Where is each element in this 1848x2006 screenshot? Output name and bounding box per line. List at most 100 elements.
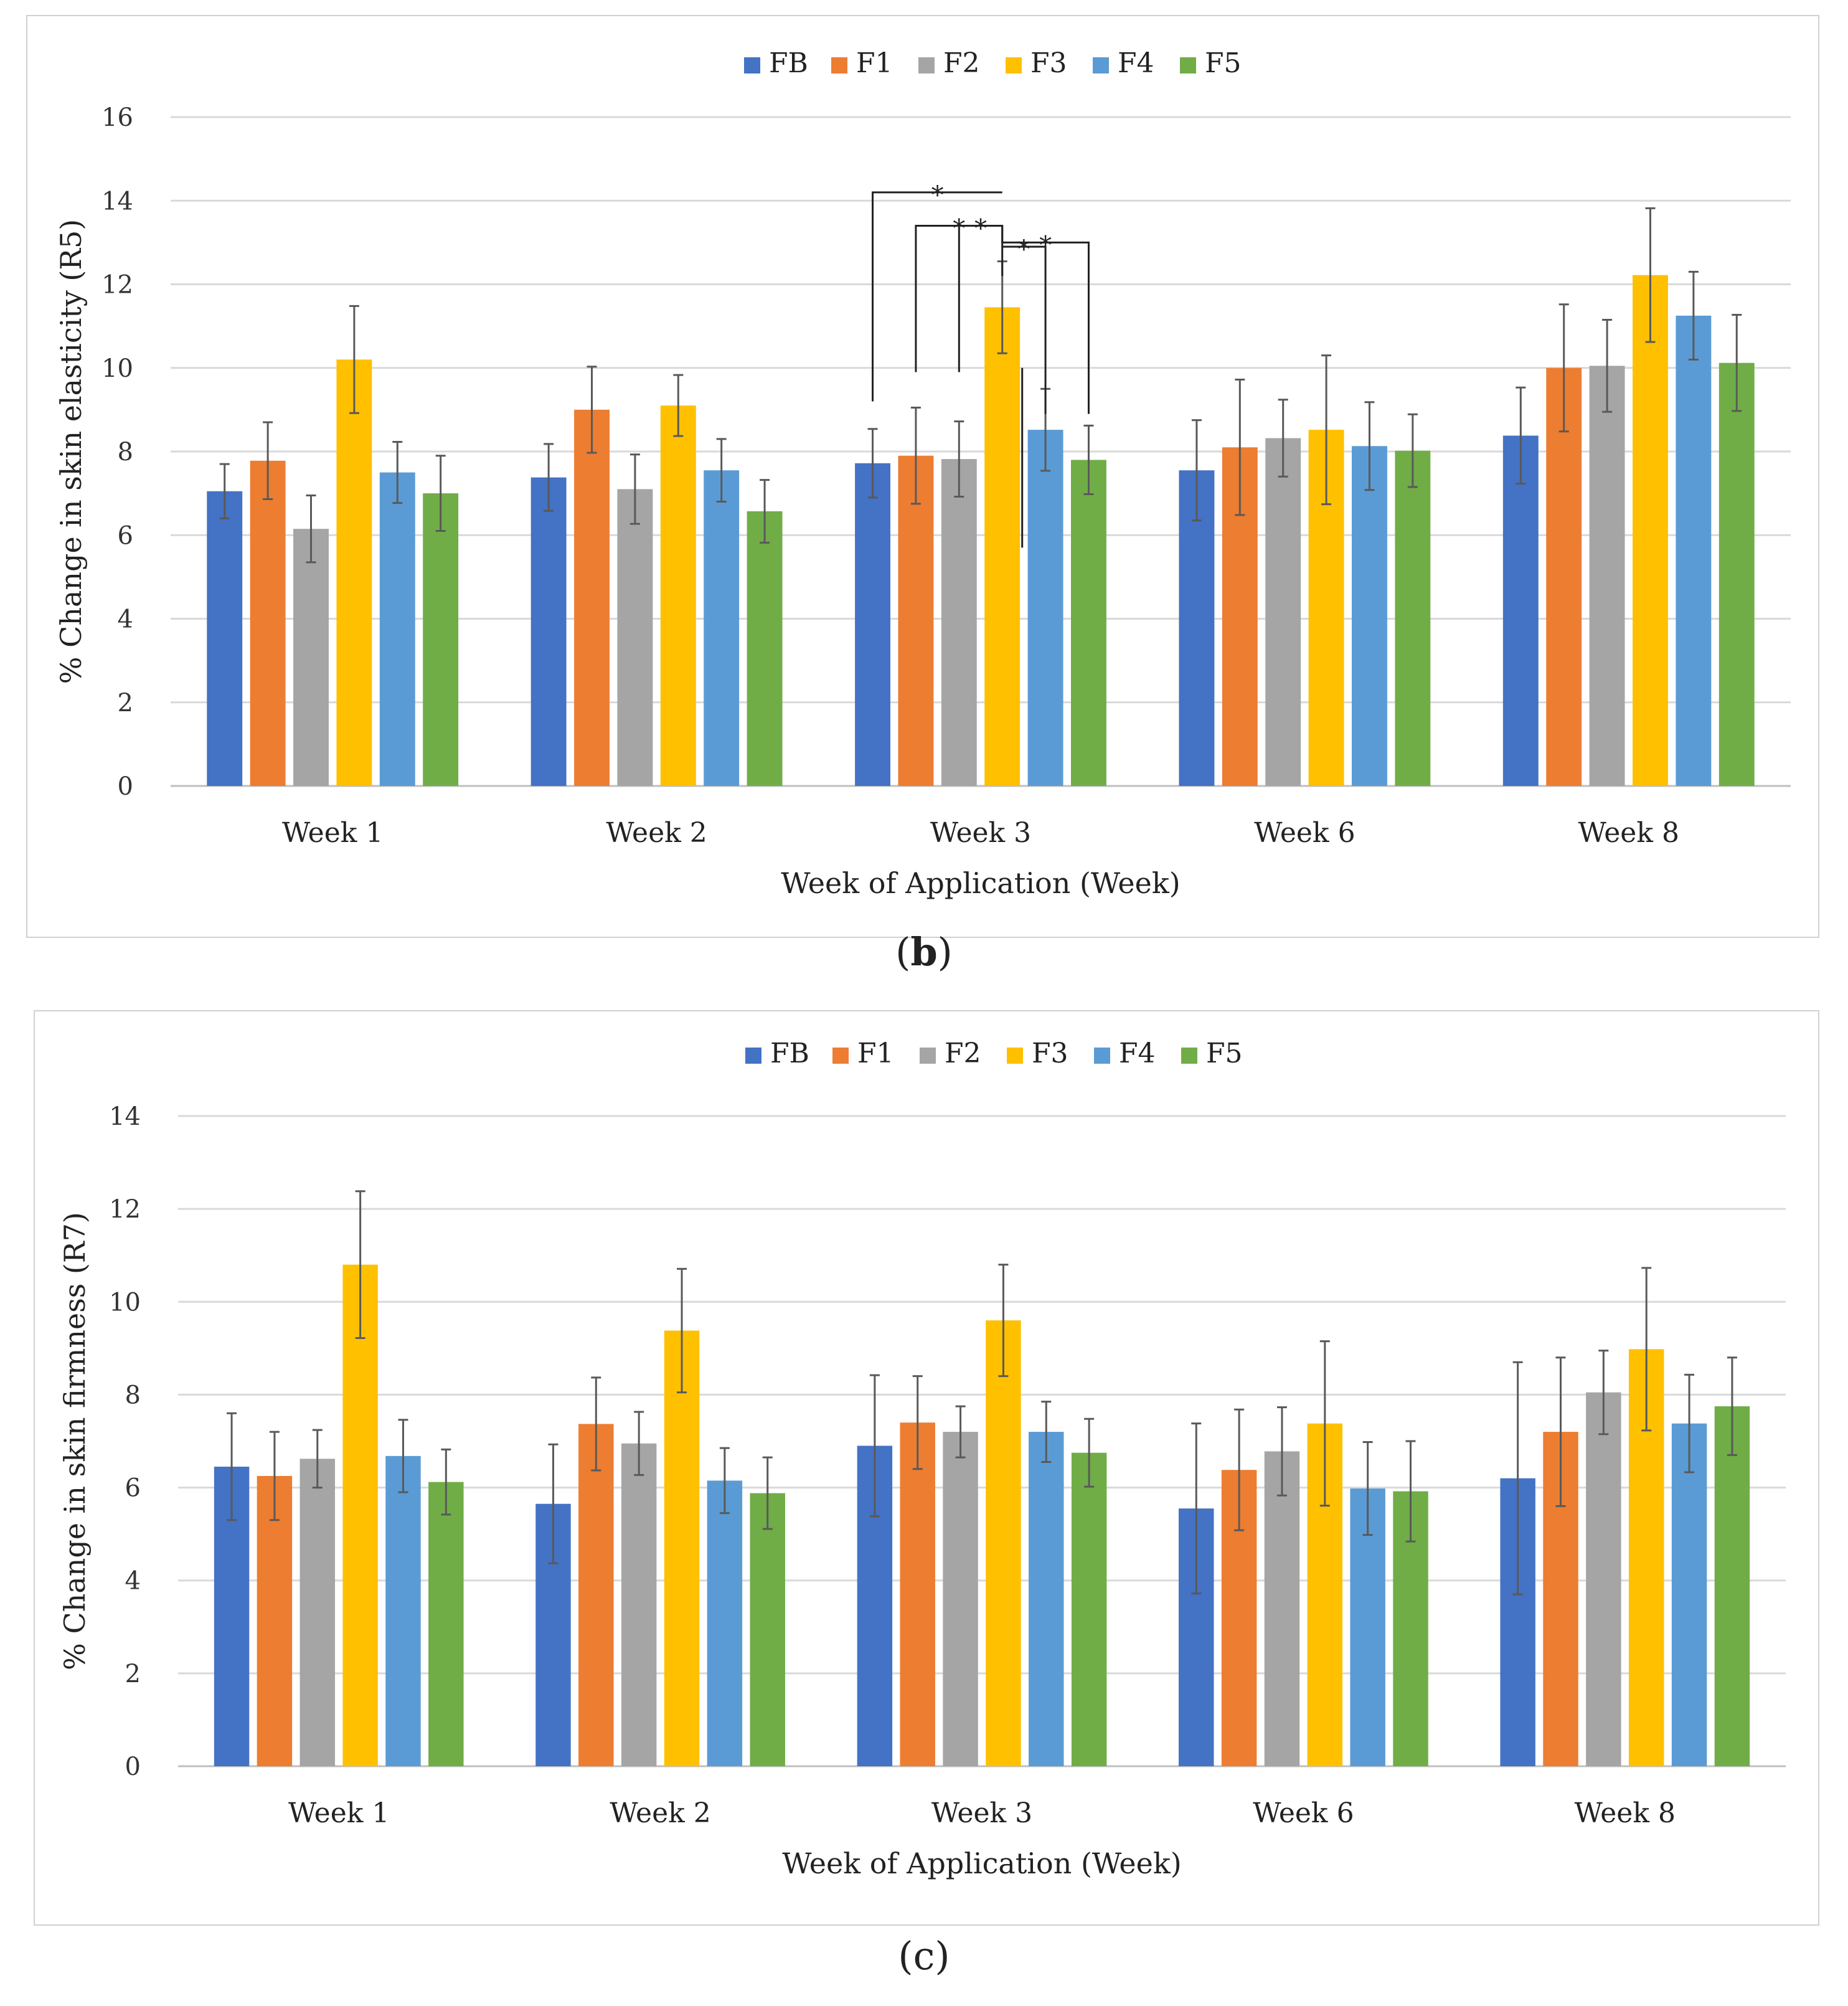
chart-c-bar-f5-week1 <box>428 1482 464 1766</box>
chart-b-ytick-label: 14 <box>101 187 133 215</box>
chart-c-legend-swatch-f1 <box>832 1048 849 1064</box>
chart-c-bar-f3-week2 <box>664 1330 700 1766</box>
chart-b-bar-fb-week1 <box>207 491 243 786</box>
chart-b-bar-f5-week8 <box>1718 362 1755 786</box>
chart-b-bar-f1-week1 <box>250 460 286 786</box>
chart-b-y-axis-title: % Change in skin elasticity (R5) <box>54 219 88 684</box>
chart-b-significance-marker: * <box>1039 231 1052 260</box>
chart-c-bar-f4-week8 <box>1671 1423 1707 1766</box>
chart-b-category-label: Week 3 <box>930 817 1031 849</box>
chart-b-bar-f1-week2 <box>574 409 610 786</box>
chart-b-significance-bracket <box>1001 245 1047 414</box>
chart-b-ytick-label: 4 <box>118 605 133 634</box>
chart-b-legend-swatch-f1 <box>831 57 847 73</box>
chart-c-bar-f2-week6 <box>1264 1451 1300 1766</box>
chart-b-ytick-label: 8 <box>118 438 133 466</box>
chart-c-bar-f5-week2 <box>750 1493 785 1766</box>
chart-panel-c: 0 2 4 6 8 10 12 14 Week 1 Week 2 Week 3 Week 6 Week … <box>34 1010 1819 1926</box>
chart-b-ytick-label: 12 <box>101 271 133 300</box>
chart-b-legend-label-f5: F5 <box>1205 47 1242 79</box>
chart-b-bar-f3-week3 <box>984 307 1021 786</box>
chart-b-bar-f2-week1 <box>293 529 329 786</box>
chart-b-bar-fb-week2 <box>530 477 567 786</box>
chart-c-ytick-label: 10 <box>109 1288 141 1317</box>
panel-label-b-letter: b <box>910 929 938 975</box>
chart-c-bar-f5-week3 <box>1071 1452 1107 1766</box>
chart-b-ytick-label: 10 <box>101 354 133 383</box>
chart-b-category-label: Week 2 <box>606 817 707 849</box>
chart-b-ytick-label: 0 <box>118 772 133 801</box>
chart-c-ytick-label: 12 <box>109 1195 141 1224</box>
chart-b-legend-label-f3: F3 <box>1030 47 1067 79</box>
chart-c-bar-f4-week1 <box>385 1455 421 1766</box>
chart-b-ytick-label: 6 <box>118 521 133 550</box>
chart-b-bar-f4-week2 <box>704 470 740 786</box>
panel-label-c: (c) <box>898 1933 950 1979</box>
chart-c-ytick-label: 2 <box>125 1660 141 1688</box>
panel-label-c-letter: c <box>913 1933 935 1979</box>
chart-b-bar-f4-week3 <box>1027 430 1063 786</box>
chart-c-legend-label-f5: F5 <box>1206 1038 1243 1069</box>
chart-c-legend-swatch-f3 <box>1007 1048 1023 1064</box>
chart-b-bar-f5-week6 <box>1395 450 1431 786</box>
chart-b-legend-swatch-f2 <box>918 57 935 73</box>
chart-c-legend-swatch-f5 <box>1181 1048 1197 1064</box>
chart-b-legend-label-f2: F2 <box>943 47 980 79</box>
chart-c-bar-f2-week2 <box>621 1443 657 1766</box>
chart-c-bar-f2-week8 <box>1586 1392 1621 1766</box>
chart-b-significance-marker: * <box>1017 235 1030 264</box>
chart-b-legend-label-fb: FB <box>769 47 808 79</box>
chart-b-significance-marker: * <box>974 215 987 244</box>
chart-b-bar-f5-week2 <box>747 511 783 786</box>
chart-c-bar-f1-week1 <box>257 1475 293 1766</box>
chart-c-legend-label-f1: F1 <box>857 1038 894 1069</box>
chart-c-ytick-label: 6 <box>125 1474 141 1503</box>
chart-c-legend-label-f4: F4 <box>1119 1038 1156 1069</box>
chart-b-bar-f4-week8 <box>1676 315 1712 786</box>
chart-b-bar-f3-week2 <box>660 405 696 786</box>
chart-c-y-axis-title: % Change in skin firmness (R7) <box>58 1212 92 1670</box>
chart-b-legend-swatch-f4 <box>1093 57 1109 73</box>
chart-c-legend-swatch-f4 <box>1094 1048 1110 1064</box>
chart-c-legend-label-fb: FB <box>770 1038 809 1069</box>
chart-b-bar-f3-week1 <box>336 359 372 786</box>
chart-b-bar-f2-week6 <box>1265 438 1301 786</box>
chart-c-legend-label-f3: F3 <box>1032 1038 1068 1069</box>
chart-b-x-axis-title: Week of Application (Week) <box>781 866 1180 900</box>
chart-b-category-label: Week 8 <box>1578 817 1679 849</box>
chart-panel-b: 0 2 4 6 8 10 12 14 16 Week 1 Week 2 Week 3 Week 6 Wee… <box>26 15 1819 938</box>
chart-c-ytick-label: 14 <box>109 1102 141 1131</box>
chart-b-bar-f5-week1 <box>423 493 459 786</box>
chart-b-ytick-label: 16 <box>101 103 133 132</box>
chart-b-category-label: Week 1 <box>282 817 383 849</box>
chart-b-legend-swatch-fb <box>744 57 760 73</box>
chart-c-x-axis-title: Week of Application (Week) <box>782 1847 1181 1880</box>
chart-c-ytick-label: 4 <box>125 1567 141 1596</box>
chart-c-legend-label-f2: F2 <box>945 1038 981 1069</box>
chart-c-svg: 0 2 4 6 8 10 12 14 Week 1 Week 2 Week 3 Week 6 Week … <box>58 1038 1786 1880</box>
chart-c-bar-f1-week3 <box>900 1422 935 1766</box>
chart-b-bar-f1-week3 <box>898 455 934 786</box>
chart-c-bar-f2-week1 <box>299 1459 336 1766</box>
chart-c-bar-f3-week1 <box>342 1264 378 1766</box>
chart-c-ytick-label: 0 <box>125 1753 141 1781</box>
chart-c-ytick-label: 8 <box>125 1381 141 1409</box>
chart-b-bar-f2-week8 <box>1589 366 1625 786</box>
chart-c-bar-f4-week2 <box>707 1480 743 1766</box>
chart-b-ytick-label: 2 <box>118 689 133 717</box>
chart-b-legend-label-f4: F4 <box>1118 47 1154 79</box>
chart-c-category-label: Week 6 <box>1253 1797 1354 1829</box>
chart-b-legend-label-f1: F1 <box>856 47 893 79</box>
chart-b-bar-f4-week6 <box>1352 446 1387 786</box>
chart-c-bar-f3-week3 <box>986 1320 1021 1766</box>
chart-c-category-label: Week 8 <box>1575 1797 1676 1829</box>
chart-c-bar-f1-week2 <box>578 1424 614 1766</box>
chart-b-significance-marker: * <box>931 181 944 210</box>
chart-c-legend-swatch-fb <box>745 1048 761 1064</box>
chart-b-bar-f2-week2 <box>617 489 653 786</box>
chart-b-category-label: Week 6 <box>1254 817 1355 849</box>
chart-b-bar-f4-week1 <box>379 472 415 786</box>
chart-b-bar-f3-week8 <box>1633 275 1668 786</box>
chart-b-bar-fb-week6 <box>1179 470 1215 786</box>
chart-b-legend-swatch-f3 <box>1006 57 1022 73</box>
